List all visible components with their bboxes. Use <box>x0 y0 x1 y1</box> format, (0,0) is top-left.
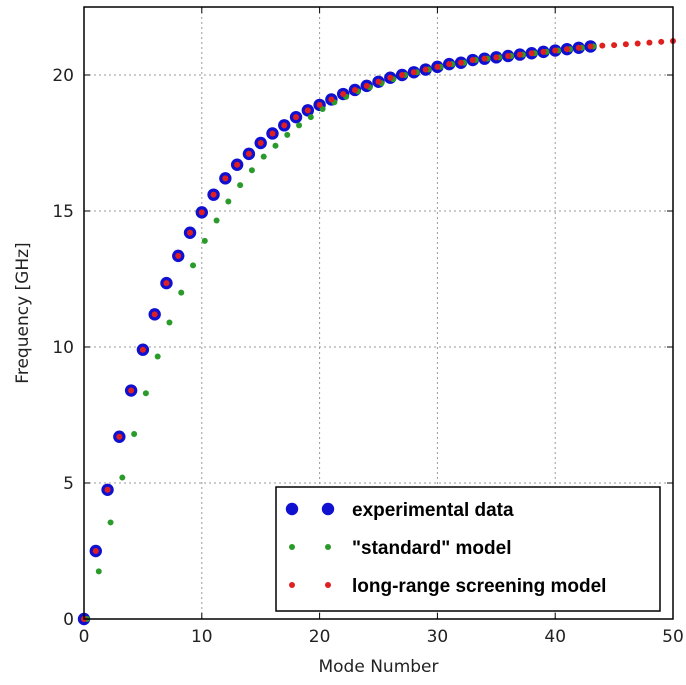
y-axis-label: Frequency [GHz] <box>13 242 33 383</box>
data-point <box>563 46 570 53</box>
data-point <box>622 41 629 48</box>
data-point <box>457 59 464 66</box>
data-point <box>296 122 303 129</box>
data-point <box>142 390 149 397</box>
data-point <box>505 52 512 59</box>
data-point <box>139 346 146 353</box>
legend-entries: experimental data "standard" model long-ra… <box>285 500 606 597</box>
y-tick-label: 0 <box>63 610 74 630</box>
x-tick-label: 10 <box>191 627 213 647</box>
data-point <box>281 122 288 129</box>
ticks: 0 10 20 30 40 50 0 5 10 15 20 <box>52 7 684 647</box>
data-point <box>646 39 653 46</box>
data-point <box>257 140 264 146</box>
data-point <box>481 55 488 62</box>
data-point <box>272 142 279 149</box>
data-point <box>222 175 229 182</box>
data-point <box>304 107 311 114</box>
data-point <box>154 353 161 360</box>
data-point <box>201 237 208 244</box>
data-point <box>284 131 291 138</box>
legend-box <box>275 486 661 612</box>
data-point <box>611 42 618 49</box>
data-point <box>552 47 559 54</box>
data-points <box>77 38 676 626</box>
data-point <box>599 42 606 49</box>
legend-label: "standard" model <box>352 538 512 559</box>
data-point <box>410 69 417 76</box>
data-point <box>269 130 276 137</box>
data-point <box>575 44 582 51</box>
data-point <box>469 57 476 64</box>
data-point <box>658 38 665 45</box>
data-point <box>116 433 123 440</box>
data-point <box>351 86 358 93</box>
legend-marker <box>289 544 295 550</box>
data-point <box>363 82 370 89</box>
legend-marker <box>289 582 295 588</box>
data-point <box>387 74 394 81</box>
y-tick-label: 10 <box>52 338 74 358</box>
data-point <box>166 319 173 326</box>
legend: experimental data "standard" model long-ra… <box>275 486 661 612</box>
data-point <box>119 474 126 481</box>
x-tick-label: 0 <box>79 627 90 647</box>
data-point <box>95 568 102 575</box>
data-point <box>210 191 217 198</box>
x-tick-label: 50 <box>662 627 684 647</box>
data-point <box>248 167 255 174</box>
data-point <box>316 101 323 108</box>
data-point <box>422 66 429 73</box>
legend-marker <box>325 544 331 550</box>
plot-frame <box>83 6 674 620</box>
data-point <box>434 63 441 70</box>
data-point <box>245 150 252 157</box>
data-point <box>107 519 114 526</box>
data-point <box>237 182 244 189</box>
data-point <box>104 486 111 493</box>
x-tick-label: 20 <box>309 627 331 647</box>
y-tick-label: 5 <box>63 474 74 494</box>
y-tick-label: 15 <box>52 202 74 222</box>
legend-marker <box>321 502 335 516</box>
x-tick-label: 40 <box>544 627 566 647</box>
legend-marker <box>325 582 331 588</box>
data-point <box>128 387 135 394</box>
data-point <box>198 209 205 216</box>
data-point <box>587 43 594 50</box>
data-point <box>131 431 138 438</box>
data-point <box>340 91 347 98</box>
data-point <box>151 311 158 318</box>
data-point <box>293 114 300 121</box>
data-point <box>493 54 500 61</box>
legend-label: long-range screening model <box>352 576 606 597</box>
data-point <box>178 289 185 296</box>
data-point <box>260 153 267 160</box>
data-point <box>92 548 99 554</box>
data-point <box>175 252 182 259</box>
data-point <box>187 229 194 236</box>
data-point <box>225 198 232 205</box>
data-point <box>213 217 220 224</box>
data-point <box>634 40 641 47</box>
data-point <box>540 48 547 55</box>
legend-marker <box>285 502 299 516</box>
data-point <box>328 96 335 103</box>
data-point <box>307 114 314 121</box>
y-tick-label: 20 <box>52 66 74 86</box>
data-point <box>190 262 197 269</box>
data-point <box>163 280 170 287</box>
data-point <box>399 72 406 78</box>
data-point <box>375 78 382 85</box>
data-point <box>516 51 523 58</box>
x-axis-label: Mode Number <box>318 657 438 677</box>
data-point <box>234 161 241 168</box>
data-point <box>528 50 535 57</box>
legend-label: experimental data <box>352 500 514 521</box>
data-point <box>446 61 453 68</box>
x-tick-label: 30 <box>427 627 449 647</box>
series-2 <box>81 38 676 622</box>
